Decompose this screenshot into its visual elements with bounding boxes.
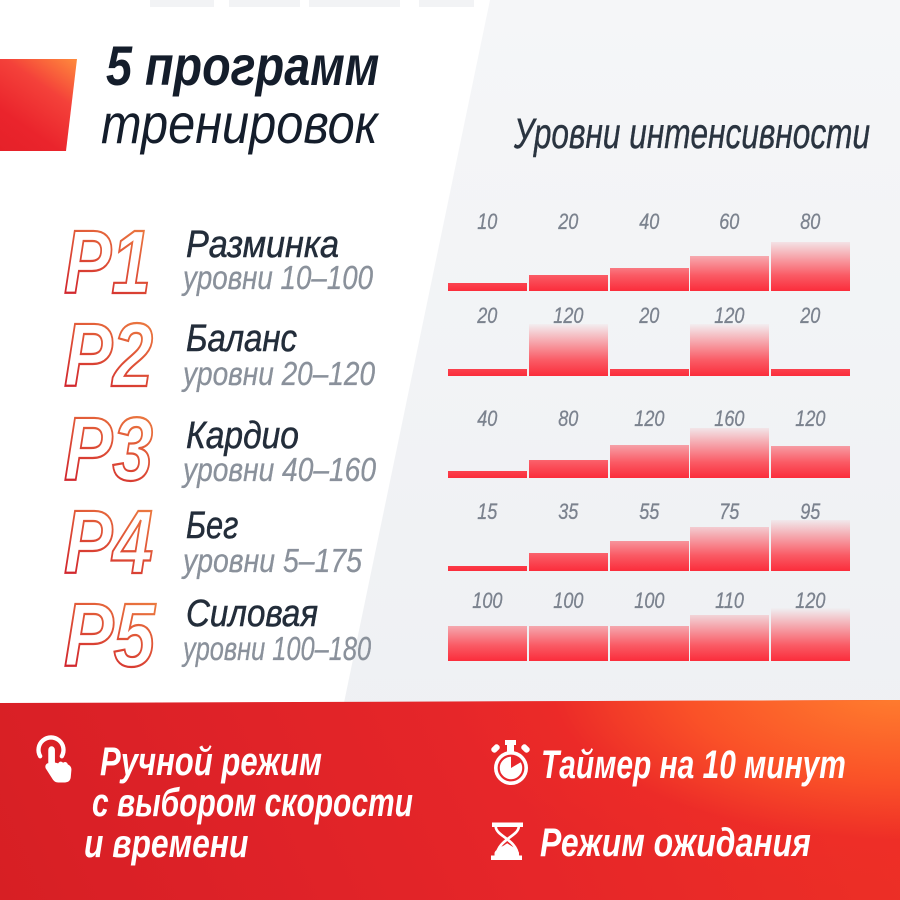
svg-text:P5: P5 xyxy=(64,586,157,686)
svg-text:P3: P3 xyxy=(64,400,153,500)
svg-text:P4: P4 xyxy=(64,493,153,593)
svg-text:P1: P1 xyxy=(64,213,151,313)
svg-text:P2: P2 xyxy=(64,306,153,406)
